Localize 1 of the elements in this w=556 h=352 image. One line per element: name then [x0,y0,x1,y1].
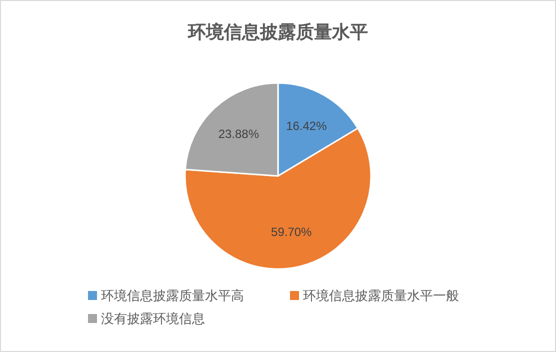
title: 环境信息披露质量水平 [188,22,368,42]
